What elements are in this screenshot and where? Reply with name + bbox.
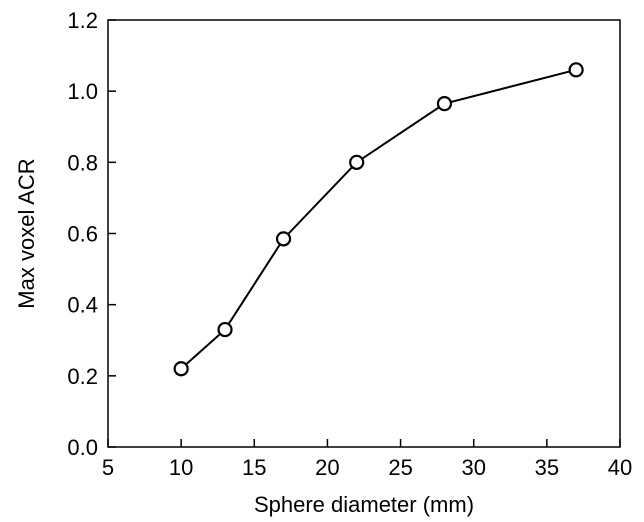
y-axis-tick-labels: 0.0 0.2 0.4 0.6 0.8 1.0 1.2 xyxy=(67,8,98,460)
x-tick-label: 10 xyxy=(169,455,193,480)
y-tick-label: 0.2 xyxy=(67,364,98,389)
data-point xyxy=(217,321,233,338)
x-axis-tick-labels: 5 10 15 20 25 30 35 40 xyxy=(102,455,632,480)
x-tick-label: 40 xyxy=(608,455,632,480)
data-point xyxy=(568,62,584,78)
x-axis-ticks xyxy=(107,439,621,447)
x-tick-label: 35 xyxy=(535,455,559,480)
x-tick-label: 15 xyxy=(242,455,266,480)
plot-frame xyxy=(107,19,621,448)
y-tick-label: 1.2 xyxy=(67,8,98,33)
data-point xyxy=(173,361,189,377)
x-tick-label: 20 xyxy=(315,455,339,480)
x-axis-label: Sphere diameter (mm) xyxy=(254,492,474,517)
data-point xyxy=(436,96,453,112)
y-tick-label: 1.0 xyxy=(67,79,98,104)
x-tick-label: 5 xyxy=(102,455,114,480)
plot-area xyxy=(107,19,621,448)
series-line xyxy=(180,68,577,370)
y-tick-label: 0.8 xyxy=(67,150,98,175)
data-point xyxy=(349,154,365,170)
data-series xyxy=(173,62,584,377)
y-axis-ticks xyxy=(108,19,116,448)
y-tick-label: 0.6 xyxy=(67,222,98,247)
y-tick-label: 0.0 xyxy=(67,435,98,460)
x-tick-label: 25 xyxy=(388,455,412,480)
y-axis-label: Max voxel ACR xyxy=(14,158,39,308)
data-point xyxy=(275,231,292,247)
x-tick-label: 30 xyxy=(461,455,485,480)
y-tick-label: 0.4 xyxy=(67,293,98,318)
